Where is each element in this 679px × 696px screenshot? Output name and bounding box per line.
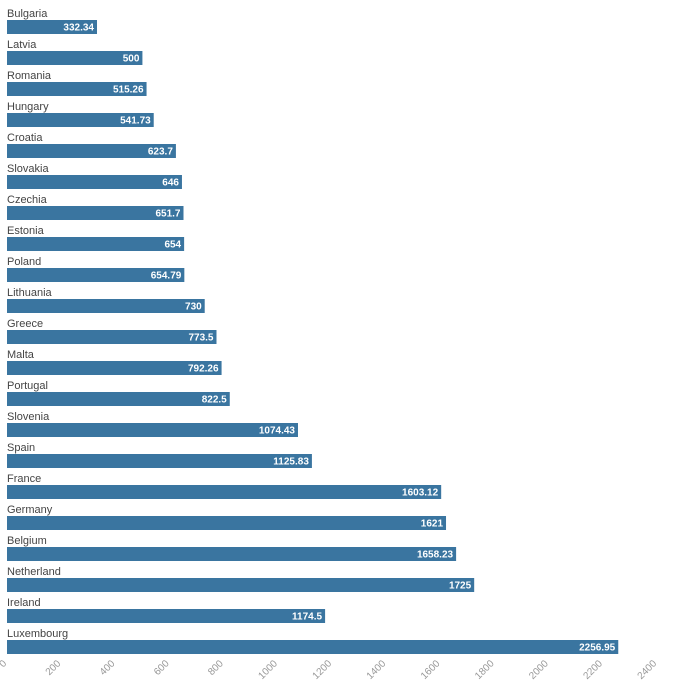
- x-tick-label-600: 600: [152, 658, 172, 678]
- value-label-belgium: 1658.23: [417, 550, 454, 561]
- bar-romania: [7, 82, 147, 96]
- bars: Bulgaria 332.34 Latvia 500 Romania 515.26 Hung…: [7, 8, 619, 654]
- value-label-france: 1603.12: [402, 488, 439, 499]
- value-label-germany: 1621: [421, 519, 444, 530]
- value-label-ireland: 1174.5: [292, 612, 322, 623]
- value-label-hungary: 541.73: [120, 116, 151, 127]
- category-label-netherland: Netherland: [7, 566, 61, 578]
- bar-hungary: [7, 113, 154, 127]
- bar-slovakia: [7, 175, 182, 189]
- bar-portugal: [7, 392, 230, 406]
- x-tick-label-2200: 2200: [581, 658, 605, 682]
- value-label-lithuania: 730: [185, 302, 202, 313]
- value-label-spain: 1125.83: [273, 457, 309, 468]
- value-label-slovakia: 646: [162, 178, 179, 189]
- category-label-ireland: Ireland: [7, 597, 41, 609]
- value-label-malta: 792.26: [188, 364, 219, 375]
- category-label-slovakia: Slovakia: [7, 163, 49, 175]
- x-axis: 0 200 400 600 800 1000 1200 1400 1600 1800 2000 220…: [0, 658, 659, 682]
- category-label-bulgaria: Bulgaria: [7, 8, 48, 20]
- bar-netherland: [7, 578, 475, 592]
- bar-malta: [7, 361, 222, 375]
- bar-poland: [7, 268, 185, 282]
- category-label-france: France: [7, 473, 41, 485]
- x-tick-label-400: 400: [98, 658, 118, 678]
- bar-estonia: [7, 237, 185, 251]
- category-label-greece: Greece: [7, 318, 43, 330]
- bar-spain: [7, 454, 312, 468]
- category-label-latvia: Latvia: [7, 39, 37, 51]
- category-label-poland: Poland: [7, 256, 41, 268]
- bar-latvia: [7, 51, 143, 65]
- category-label-portugal: Portugal: [7, 380, 48, 392]
- value-label-romania: 515.26: [113, 85, 144, 96]
- value-label-portugal: 822.5: [202, 395, 227, 406]
- bar-slovenia: [7, 423, 298, 437]
- category-label-lithuania: Lithuania: [7, 287, 53, 299]
- category-label-estonia: Estonia: [7, 225, 45, 237]
- x-tick-label-800: 800: [206, 658, 226, 678]
- value-label-bulgaria: 332.34: [63, 23, 94, 34]
- value-label-slovenia: 1074.43: [259, 426, 296, 437]
- category-label-slovenia: Slovenia: [7, 411, 50, 423]
- bar-czechia: [7, 206, 184, 220]
- x-tick-label-1400: 1400: [365, 658, 389, 682]
- bar-greece: [7, 330, 217, 344]
- x-tick-label-0: 0: [0, 658, 9, 670]
- bar-ireland: [7, 609, 326, 623]
- value-label-luxembourg: 2256.95: [579, 643, 616, 654]
- bar-croatia: [7, 144, 176, 158]
- value-label-czechia: 651.7: [155, 209, 180, 220]
- x-tick-label-1000: 1000: [256, 658, 280, 682]
- x-tick-label-200: 200: [44, 658, 64, 678]
- category-label-czechia: Czechia: [7, 194, 48, 206]
- category-label-hungary: Hungary: [7, 101, 49, 113]
- bar-germany: [7, 516, 447, 530]
- value-label-netherland: 1725: [449, 581, 472, 592]
- x-tick-label-2400: 2400: [636, 658, 660, 682]
- bar-france: [7, 485, 442, 499]
- x-tick-label-1200: 1200: [311, 658, 335, 682]
- x-tick-label-1600: 1600: [419, 658, 443, 682]
- value-label-latvia: 500: [123, 54, 140, 65]
- value-label-croatia: 623.7: [148, 147, 173, 158]
- value-label-greece: 773.5: [188, 333, 213, 344]
- category-label-luxembourg: Luxembourg: [7, 628, 68, 640]
- value-label-estonia: 654: [164, 240, 181, 251]
- bar-bulgaria: [7, 20, 98, 34]
- bar-luxembourg: [7, 640, 619, 654]
- x-tick-label-1800: 1800: [473, 658, 497, 682]
- category-label-malta: Malta: [7, 349, 35, 361]
- x-tick-label-2000: 2000: [527, 658, 551, 682]
- bar-belgium: [7, 547, 457, 561]
- value-label-poland: 654.79: [151, 271, 182, 282]
- bar-lithuania: [7, 299, 205, 313]
- category-label-belgium: Belgium: [7, 535, 47, 547]
- category-label-germany: Germany: [7, 504, 53, 516]
- category-label-croatia: Croatia: [7, 132, 43, 144]
- category-label-spain: Spain: [7, 442, 35, 454]
- category-label-romania: Romania: [7, 70, 52, 82]
